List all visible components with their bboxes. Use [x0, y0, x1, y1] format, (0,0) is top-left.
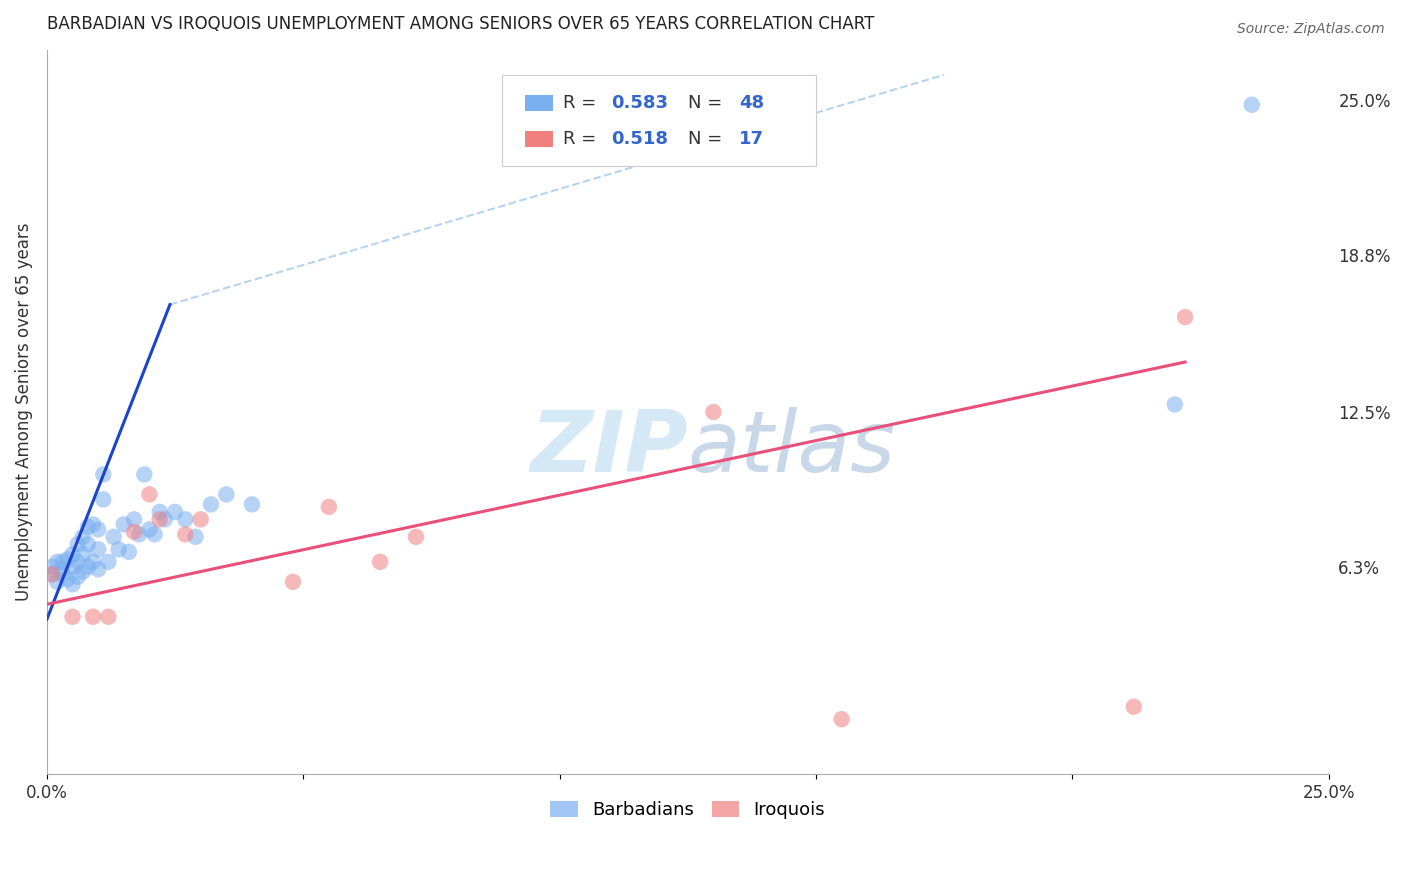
Point: [190, 512, 212, 526]
Point: [82, 555, 104, 569]
Point: [174, 527, 197, 541]
Point: [138, 487, 160, 501]
Point: [56, 552, 79, 566]
Point: [46, 574, 69, 589]
Point: [91, 492, 114, 507]
Point: [51, 567, 73, 582]
Point: [405, 530, 427, 544]
Point: [77, 537, 100, 551]
Point: [51, 555, 73, 569]
Point: [72, 530, 94, 544]
Point: [41, 559, 63, 574]
Text: R =: R =: [564, 130, 602, 148]
Point: [66, 555, 89, 569]
Point: [87, 522, 110, 536]
Point: [77, 520, 100, 534]
Point: [240, 497, 263, 511]
Point: [143, 527, 166, 541]
Point: [118, 545, 141, 559]
Point: [215, 487, 238, 501]
Point: [281, 574, 304, 589]
Point: [174, 512, 197, 526]
Text: BARBADIAN VS IROQUOIS UNEMPLOYMENT AMONG SENIORS OVER 65 YEARS CORRELATION CHART: BARBADIAN VS IROQUOIS UNEMPLOYMENT AMONG…: [46, 15, 875, 33]
Legend: Barbadians, Iroquois: Barbadians, Iroquois: [543, 794, 832, 827]
Text: 0.518: 0.518: [610, 130, 668, 148]
Text: atlas: atlas: [688, 407, 896, 490]
Point: [149, 505, 172, 519]
Bar: [524, 95, 553, 111]
Point: [122, 512, 145, 526]
Point: [77, 559, 100, 574]
Point: [97, 555, 120, 569]
Point: [91, 467, 114, 482]
Point: [66, 537, 89, 551]
Text: 17: 17: [740, 130, 763, 148]
Point: [62, 577, 84, 591]
Point: [1174, 310, 1197, 324]
Point: [97, 609, 120, 624]
Point: [62, 547, 84, 561]
Point: [702, 405, 724, 419]
Text: 0.583: 0.583: [610, 94, 668, 112]
FancyBboxPatch shape: [502, 75, 815, 166]
Point: [66, 570, 89, 584]
Point: [87, 562, 110, 576]
Point: [1122, 699, 1144, 714]
Point: [149, 512, 172, 526]
Point: [318, 500, 340, 514]
Point: [51, 562, 73, 576]
Point: [1240, 97, 1263, 112]
Point: [56, 572, 79, 586]
Text: ZIP: ZIP: [530, 407, 688, 490]
Y-axis label: Unemployment Among Seniors over 65 years: Unemployment Among Seniors over 65 years: [15, 223, 32, 601]
Point: [107, 542, 129, 557]
Point: [128, 527, 150, 541]
Point: [82, 517, 104, 532]
Point: [41, 567, 63, 582]
Point: [41, 567, 63, 582]
Point: [368, 555, 391, 569]
Point: [72, 547, 94, 561]
Text: N =: N =: [688, 130, 728, 148]
Point: [72, 565, 94, 579]
Point: [46, 555, 69, 569]
Bar: [524, 131, 553, 147]
Point: [103, 530, 125, 544]
Point: [122, 524, 145, 539]
Text: N =: N =: [688, 94, 728, 112]
Point: [165, 505, 187, 519]
Point: [112, 517, 135, 532]
Text: 48: 48: [740, 94, 765, 112]
Point: [62, 609, 84, 624]
Point: [831, 712, 853, 726]
Point: [82, 609, 104, 624]
Point: [138, 522, 160, 536]
Text: R =: R =: [564, 94, 602, 112]
Point: [184, 530, 207, 544]
Point: [62, 559, 84, 574]
Point: [153, 512, 176, 526]
Text: Source: ZipAtlas.com: Source: ZipAtlas.com: [1237, 22, 1385, 37]
Point: [134, 467, 156, 482]
Point: [87, 542, 110, 557]
Point: [1164, 397, 1187, 411]
Point: [200, 497, 222, 511]
